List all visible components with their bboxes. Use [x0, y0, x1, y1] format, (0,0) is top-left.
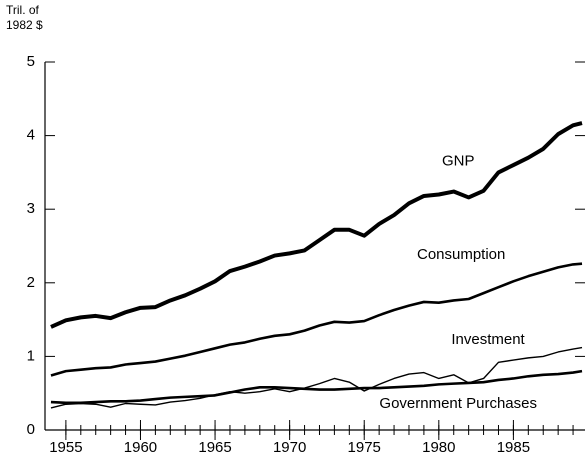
y-tick-label: 2 — [27, 274, 35, 291]
x-tick-label: 1965 — [198, 439, 231, 456]
x-tick-label: 1960 — [124, 439, 157, 456]
y-axis-label: 1982 $ — [6, 18, 43, 32]
y-tick-label: 4 — [27, 127, 35, 144]
y-tick-label: 5 — [27, 53, 35, 70]
series-line — [50, 346, 583, 409]
y-axis-label: Tril. of — [6, 3, 40, 17]
x-tick-label: 1955 — [49, 439, 82, 456]
x-tick-label: 1970 — [273, 439, 306, 456]
series-label: GNP — [442, 152, 475, 169]
x-tick-label: 1985 — [497, 439, 530, 456]
y-tick-label: 1 — [27, 347, 35, 364]
series-line — [50, 121, 583, 329]
y-tick-label: 0 — [27, 421, 35, 438]
y-tick-label: 3 — [27, 200, 35, 217]
series-line — [50, 369, 583, 405]
series-label: Government Purchases — [379, 395, 537, 412]
x-tick-label: 1980 — [422, 439, 455, 456]
series-line — [50, 262, 583, 377]
x-tick-label: 1975 — [348, 439, 381, 456]
series-label: Investment — [451, 331, 525, 348]
label-background — [366, 395, 551, 414]
series-label: Consumption — [417, 246, 505, 263]
